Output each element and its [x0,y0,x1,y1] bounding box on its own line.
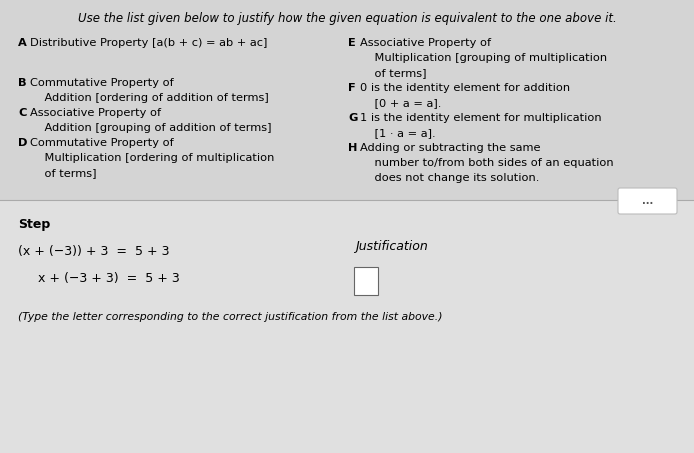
Text: Multiplication [ordering of multiplication: Multiplication [ordering of multiplicati… [30,153,274,163]
Text: E: E [348,38,356,48]
Text: G: G [348,113,357,123]
Text: Distributive Property [a(b + c) = ab + ac]: Distributive Property [a(b + c) = ab + a… [30,38,267,48]
Text: Use the list given below to justify how the given equation is equivalent to the : Use the list given below to justify how … [78,12,616,25]
Text: [1 · a = a].: [1 · a = a]. [360,128,436,138]
Text: Associative Property of: Associative Property of [360,38,491,48]
Text: Step: Step [18,218,50,231]
FancyBboxPatch shape [0,200,694,453]
Text: Justification: Justification [355,240,428,253]
Text: 1 is the identity element for multiplication: 1 is the identity element for multiplica… [360,113,602,123]
Text: number to/from both sides of an equation: number to/from both sides of an equation [360,158,613,168]
Text: Commutative Property of: Commutative Property of [30,138,174,148]
Text: 0 is the identity element for addition: 0 is the identity element for addition [360,83,570,93]
Text: D: D [18,138,28,148]
Text: Multiplication [grouping of multiplication: Multiplication [grouping of multiplicati… [360,53,607,63]
Text: (Type the letter corresponding to the correct justification from the list above.: (Type the letter corresponding to the co… [18,312,443,322]
Text: Associative Property of: Associative Property of [30,108,161,118]
Text: ...: ... [642,196,653,206]
FancyBboxPatch shape [354,267,378,295]
Text: Addition [ordering of addition of terms]: Addition [ordering of addition of terms] [30,93,269,103]
Text: Adding or subtracting the same: Adding or subtracting the same [360,143,541,153]
Text: x + (−3 + 3)  =  5 + 3: x + (−3 + 3) = 5 + 3 [30,272,180,285]
Text: [0 + a = a].: [0 + a = a]. [360,98,441,108]
Text: of terms]: of terms] [360,68,427,78]
Text: Commutative Property of: Commutative Property of [30,78,174,88]
Text: A: A [18,38,27,48]
Text: (x + (−3)) + 3  =  5 + 3: (x + (−3)) + 3 = 5 + 3 [18,245,169,258]
FancyBboxPatch shape [618,188,677,214]
Text: of terms]: of terms] [30,168,96,178]
Text: does not change its solution.: does not change its solution. [360,173,539,183]
Text: C: C [18,108,26,118]
Text: Addition [grouping of addition of terms]: Addition [grouping of addition of terms] [30,123,271,133]
Text: H: H [348,143,357,153]
Text: B: B [18,78,26,88]
Text: F: F [348,83,356,93]
